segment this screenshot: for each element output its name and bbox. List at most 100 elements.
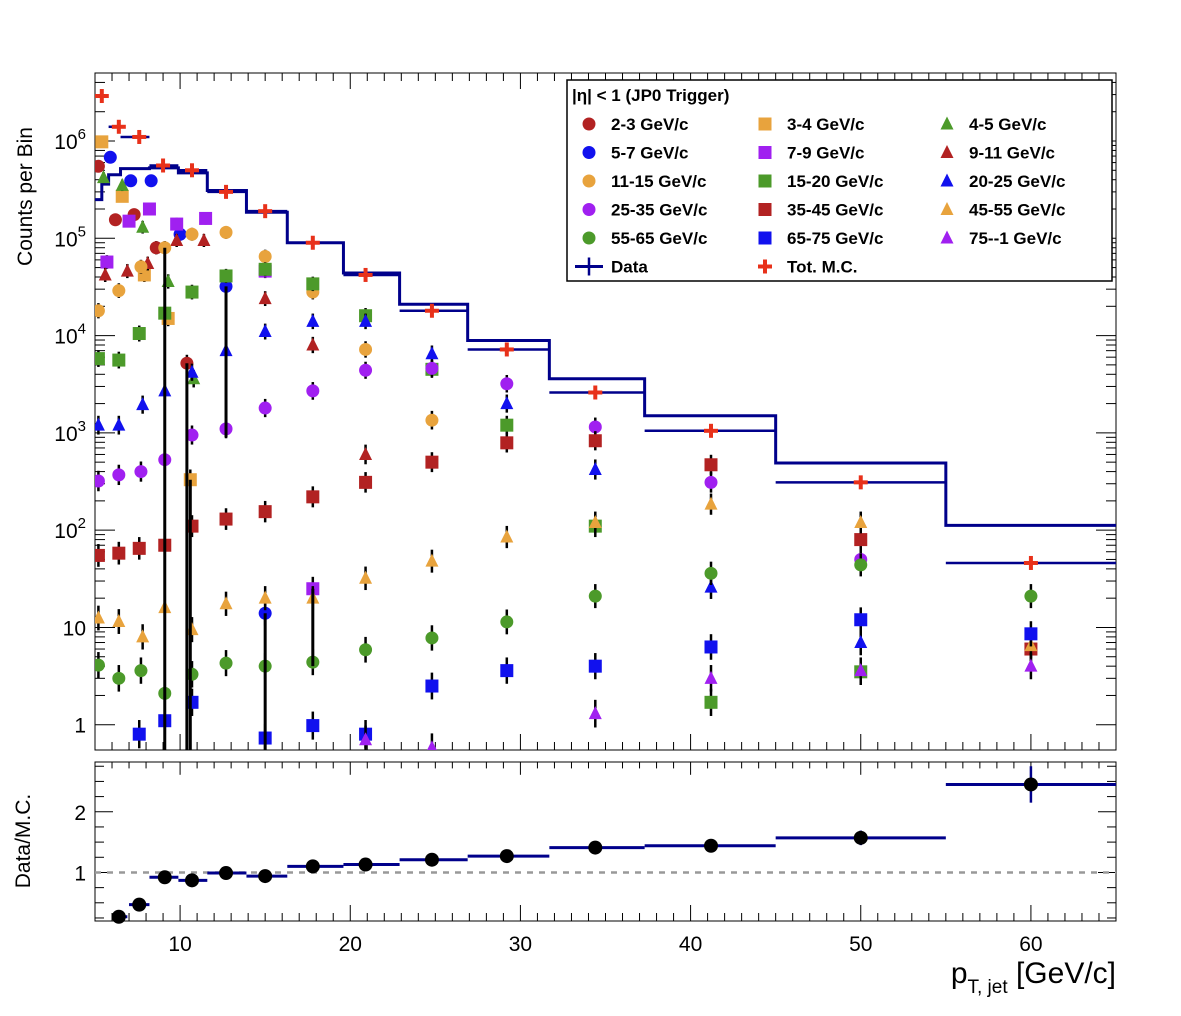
ratio-point xyxy=(499,849,514,864)
data-point xyxy=(134,465,148,479)
data-point xyxy=(134,664,148,678)
series-7 xyxy=(95,225,439,430)
data-point xyxy=(258,401,272,415)
data-point xyxy=(704,475,718,489)
data-point xyxy=(185,364,199,378)
mc-total-point xyxy=(219,184,234,199)
data-point xyxy=(588,514,602,528)
series-9 xyxy=(95,313,868,656)
y-tick-label: 106 xyxy=(54,126,86,154)
data-point xyxy=(500,615,514,629)
data-point xyxy=(219,596,233,610)
legend-header: |η| < 1 (JP0 Trigger) xyxy=(572,86,729,105)
ratio-point xyxy=(184,873,199,888)
data-point xyxy=(306,490,320,504)
legend-marker xyxy=(940,173,954,187)
data-point xyxy=(704,496,718,510)
data-point xyxy=(98,267,112,281)
data-point xyxy=(854,514,868,528)
data-point xyxy=(258,324,272,338)
data-point xyxy=(359,732,373,746)
mc-total-point xyxy=(305,235,320,250)
data-point xyxy=(704,640,718,654)
data-point xyxy=(219,512,233,526)
data-point xyxy=(142,202,156,216)
x-tick-label: 60 xyxy=(1019,933,1042,956)
data-point xyxy=(185,622,199,636)
data-point xyxy=(112,546,126,560)
ratio-point xyxy=(588,840,603,855)
legend-marker xyxy=(758,146,772,159)
ratio-point xyxy=(853,830,868,845)
y-axis-title: Counts per Bin xyxy=(14,127,37,266)
series-11 xyxy=(95,431,1038,662)
data-point xyxy=(185,667,199,681)
ratio-point xyxy=(258,869,273,884)
data-point xyxy=(258,249,272,263)
data-point xyxy=(427,740,437,750)
y-tick-label: 105 xyxy=(54,223,86,251)
legend-label: 20-25 GeV/c xyxy=(969,172,1065,191)
legend-label: 55-65 GeV/c xyxy=(611,229,707,248)
data-point xyxy=(134,260,148,274)
ratio-point xyxy=(1023,777,1038,792)
data-point xyxy=(132,727,146,741)
series-13 xyxy=(95,553,1038,707)
x-tick-label: 10 xyxy=(168,933,191,956)
legend-marker xyxy=(582,117,596,131)
data-point xyxy=(704,670,718,684)
data-point xyxy=(854,558,868,572)
x-axis-title: pT, jet [GeV/c] xyxy=(951,957,1116,998)
data-point xyxy=(108,213,122,227)
data-point xyxy=(1024,658,1038,672)
data-point xyxy=(588,434,602,448)
series-8 xyxy=(95,262,868,716)
ratio-point xyxy=(424,852,439,867)
data-point xyxy=(95,135,109,149)
data-point xyxy=(588,589,602,603)
ratio-point xyxy=(704,838,719,853)
data-point xyxy=(185,285,199,299)
ratio-point xyxy=(111,909,126,924)
legend-marker xyxy=(582,146,596,159)
mc-total-point xyxy=(704,423,719,438)
data-point xyxy=(122,214,136,228)
x-tick-label: 40 xyxy=(679,933,702,956)
mc-total-point xyxy=(424,303,439,318)
data-point xyxy=(185,695,199,709)
series-12 xyxy=(95,493,1038,659)
ratio-point xyxy=(157,870,172,885)
legend-label: 25-35 GeV/c xyxy=(611,201,707,220)
data-point xyxy=(219,656,233,670)
data-point xyxy=(704,566,718,580)
data-point xyxy=(100,255,114,269)
mc-total-point xyxy=(358,267,373,282)
legend-mc-marker xyxy=(758,259,772,274)
data-point xyxy=(306,337,320,351)
legend-label: 11-15 GeV/c xyxy=(611,172,706,191)
legend-label: 75--1 GeV/c xyxy=(969,229,1062,248)
data-point xyxy=(1024,589,1038,603)
data-point xyxy=(95,352,105,366)
ratio-point xyxy=(305,859,320,874)
data-point xyxy=(588,462,602,476)
data-point xyxy=(185,519,199,533)
data-point xyxy=(359,570,373,584)
ratio-point xyxy=(358,857,373,872)
y-tick-label: 1 xyxy=(74,715,86,738)
data-point xyxy=(588,659,602,673)
data-point xyxy=(500,529,514,543)
series-15 xyxy=(359,653,1038,750)
data-point xyxy=(115,189,129,203)
mc-total-point xyxy=(184,163,199,178)
data-point xyxy=(425,631,439,645)
data-point xyxy=(306,719,320,733)
data-point xyxy=(425,361,439,375)
data-point xyxy=(112,671,126,685)
data-point xyxy=(854,635,868,649)
series-5 xyxy=(100,202,320,601)
data-point xyxy=(500,436,514,450)
data-point xyxy=(258,262,272,276)
